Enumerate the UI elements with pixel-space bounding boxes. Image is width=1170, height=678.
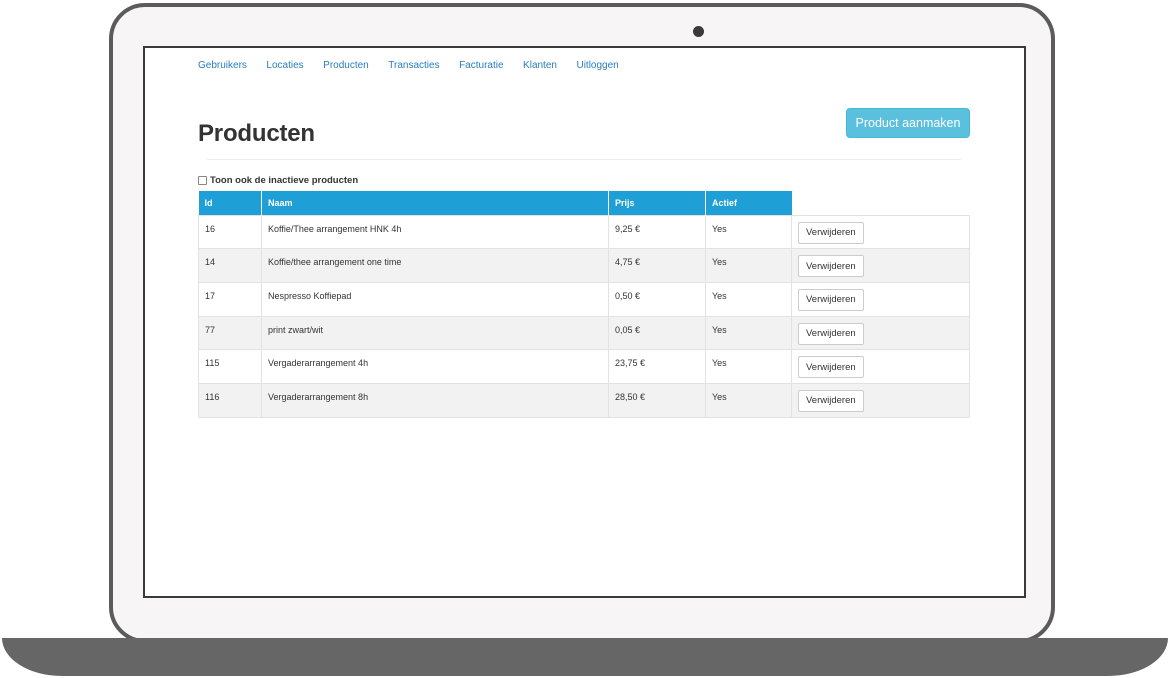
nav-uitloggen[interactable]: Uitloggen xyxy=(576,60,619,71)
screen: Gebruikers Locaties Producten Transactie… xyxy=(143,46,1026,598)
inactive-filter[interactable]: Toon ook de inactieve producten xyxy=(198,175,358,186)
nav-locaties[interactable]: Locaties xyxy=(266,60,304,71)
cell-price: 0,50 € xyxy=(608,281,706,317)
cell-name: Vergaderarrangement 4h xyxy=(261,349,609,384)
cell-name: Nespresso Koffiepad xyxy=(261,281,609,317)
header-prijs[interactable]: Prijs xyxy=(608,191,706,215)
table-row: 17 Nespresso Koffiepad 0,50 € Yes Verwij… xyxy=(198,281,970,317)
header-id[interactable]: Id xyxy=(198,191,262,215)
cell-name: print zwart/wit xyxy=(261,315,609,350)
cell-id: 16 xyxy=(198,214,262,249)
cell-active: Yes xyxy=(705,214,792,249)
delete-button[interactable]: Verwijderen xyxy=(798,322,864,345)
title-divider xyxy=(207,159,961,160)
page-title: Producten xyxy=(198,120,315,147)
nav-producten[interactable]: Producten xyxy=(323,60,369,71)
top-nav: Gebruikers Locaties Producten Transactie… xyxy=(198,60,638,71)
cell-active: Yes xyxy=(705,248,792,283)
cell-name: Koffie/Thee arrangement HNK 4h xyxy=(261,214,609,249)
nav-klanten[interactable]: Klanten xyxy=(523,60,557,71)
cell-actions: Verwijderen xyxy=(791,214,970,249)
cell-id: 115 xyxy=(198,349,262,384)
inactive-checkbox[interactable] xyxy=(198,176,207,185)
cell-price: 28,50 € xyxy=(608,382,706,418)
cell-actions: Verwijderen xyxy=(791,248,970,283)
inactive-filter-label: Toon ook de inactieve producten xyxy=(210,175,359,186)
delete-button[interactable]: Verwijderen xyxy=(798,221,864,244)
cell-actions: Verwijderen xyxy=(791,315,970,350)
nav-transacties[interactable]: Transacties xyxy=(388,60,440,71)
header-naam[interactable]: Naam xyxy=(261,191,609,215)
cell-price: 23,75 € xyxy=(608,349,706,384)
cell-id: 14 xyxy=(198,248,262,283)
cell-id: 17 xyxy=(198,281,262,317)
nav-gebruikers[interactable]: Gebruikers xyxy=(198,60,247,71)
cell-active: Yes xyxy=(705,281,792,317)
cell-actions: Verwijderen xyxy=(791,281,970,317)
cell-price: 9,25 € xyxy=(608,214,706,249)
delete-button[interactable]: Verwijderen xyxy=(798,356,864,379)
header-actions xyxy=(791,191,970,215)
camera-dot xyxy=(693,26,704,37)
delete-button[interactable]: Verwijderen xyxy=(798,288,864,311)
table-row: 115 Vergaderarrangement 4h 23,75 € Yes V… xyxy=(198,349,970,384)
cell-price: 4,75 € xyxy=(608,248,706,283)
cell-id: 116 xyxy=(198,382,262,418)
products-table: Id Naam Prijs Actief 16 Koffie/Thee arra… xyxy=(198,191,970,418)
cell-id: 77 xyxy=(198,315,262,350)
cell-active: Yes xyxy=(705,315,792,350)
cell-active: Yes xyxy=(705,382,792,418)
table-header-row: Id Naam Prijs Actief xyxy=(198,191,970,215)
nav-facturatie[interactable]: Facturatie xyxy=(459,60,504,71)
table-row: 16 Koffie/Thee arrangement HNK 4h 9,25 €… xyxy=(198,214,970,249)
table-row: 77 print zwart/wit 0,05 € Yes Verwijdere… xyxy=(198,315,970,350)
cell-name: Vergaderarrangement 8h xyxy=(261,382,609,418)
table-row: 14 Koffie/thee arrangement one time 4,75… xyxy=(198,248,970,283)
delete-button[interactable]: Verwijderen xyxy=(798,255,864,278)
cell-actions: Verwijderen xyxy=(791,349,970,384)
cell-active: Yes xyxy=(705,349,792,384)
delete-button[interactable]: Verwijderen xyxy=(798,389,864,412)
cell-actions: Verwijderen xyxy=(791,382,970,418)
laptop-base xyxy=(2,638,1168,676)
create-product-button[interactable]: Product aanmaken xyxy=(846,108,970,138)
header-actief[interactable]: Actief xyxy=(705,191,792,215)
cell-name: Koffie/thee arrangement one time xyxy=(261,248,609,283)
cell-price: 0,05 € xyxy=(608,315,706,350)
table-row: 116 Vergaderarrangement 8h 28,50 € Yes V… xyxy=(198,382,970,418)
